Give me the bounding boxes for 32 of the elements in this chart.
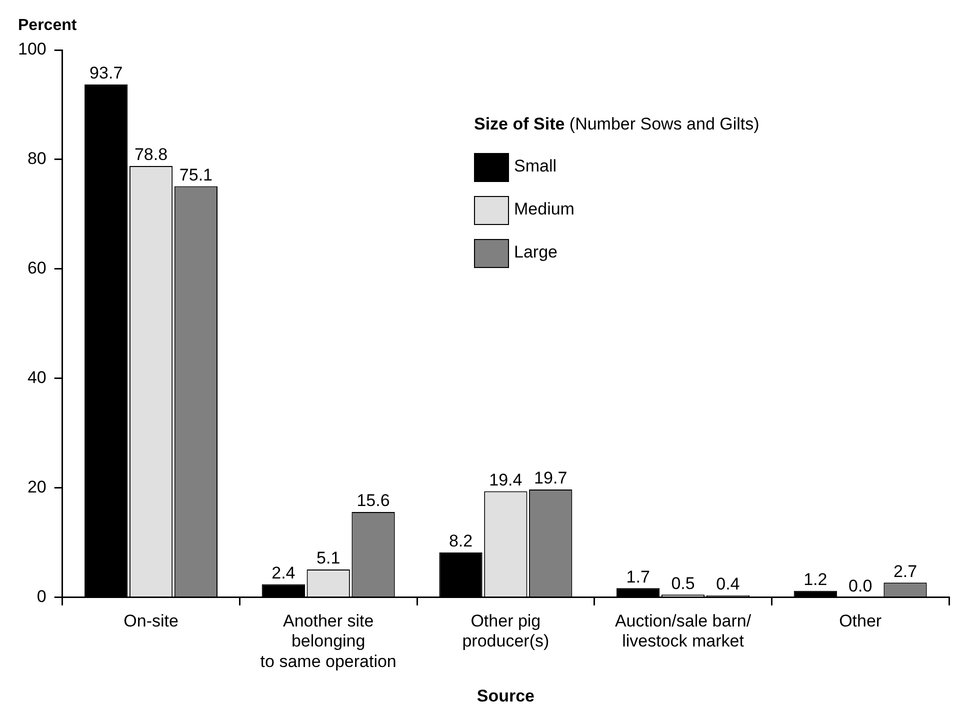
- data-label: 0.0: [848, 576, 872, 596]
- data-label: 8.2: [448, 532, 473, 551]
- y-axis-title: Percent: [18, 17, 78, 34]
- data-label: 0.5: [671, 574, 695, 593]
- data-label: 2.7: [893, 562, 918, 581]
- data-label: 93.7: [90, 64, 123, 83]
- y-tick-label: 20: [27, 478, 46, 497]
- data-label: 78.8: [134, 145, 168, 164]
- x-tick-label: Other pig producer(s): [462, 611, 550, 651]
- x-axis-title: Source: [476, 686, 534, 706]
- legend-label: Medium: [514, 200, 574, 219]
- legend-title: Size of Site (Number Sows and Gilts): [474, 114, 760, 134]
- y-tick-label: 100: [18, 40, 46, 59]
- y-tick-label: 80: [27, 149, 46, 168]
- data-label: 75.1: [179, 165, 212, 184]
- legend-label: Large: [514, 242, 558, 262]
- data-label: 2.4: [272, 563, 296, 582]
- data-label: 5.1: [316, 548, 340, 568]
- data-label: 15.6: [356, 491, 390, 510]
- data-label: 0.4: [716, 574, 740, 594]
- data-label: 1.2: [804, 570, 828, 590]
- y-tick-label: 40: [27, 368, 46, 388]
- y-tick-label: 0: [36, 587, 46, 606]
- data-label: 19.7: [534, 468, 568, 488]
- x-tick-label: On-site: [124, 611, 178, 630]
- data-label: 1.7: [626, 567, 650, 586]
- legend-label: Small: [514, 156, 557, 176]
- x-tick-label: Auction/sale barn/ livestock market: [614, 611, 752, 651]
- x-tick-label: Other: [839, 611, 882, 630]
- y-tick-label: 60: [27, 258, 46, 278]
- data-label: 19.4: [489, 470, 522, 490]
- x-tick-label: Another site belonging to same operation: [260, 611, 396, 672]
